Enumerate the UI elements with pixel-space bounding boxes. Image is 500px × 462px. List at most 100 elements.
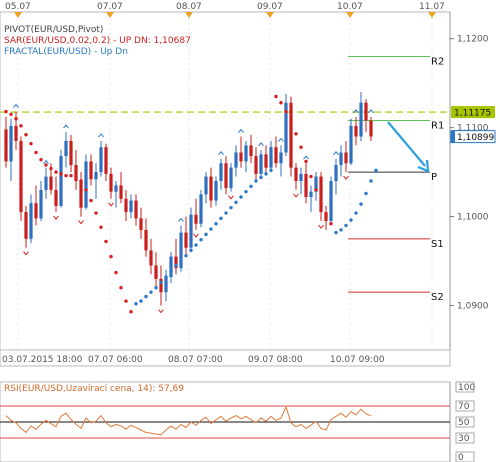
candle-body (194, 214, 198, 224)
rsi-line (5, 405, 372, 436)
candle-body (354, 125, 358, 137)
candle-body (89, 161, 93, 180)
fractal-down-icon (193, 233, 199, 238)
day-marker-icon (106, 12, 114, 18)
sar-dot-red (99, 225, 103, 229)
sar-dot-red (29, 141, 33, 146)
sar-indicator (4, 94, 378, 314)
sar-dot-blue (159, 280, 163, 285)
candle-body (239, 152, 243, 162)
forecast-arrow-shaft (387, 121, 426, 167)
legend-entry: FRACTAL(EUR/USD) - Up Dn (4, 47, 128, 57)
candle-body (129, 200, 133, 213)
sar-dot-red (79, 179, 83, 183)
candle-body (99, 147, 103, 173)
candle (329, 176, 333, 226)
sar-dot-red (19, 124, 23, 128)
rsi-level-tag-0 (455, 451, 475, 462)
sar-dot-blue (149, 290, 153, 294)
sar-dot-red (309, 174, 313, 179)
fractal-up-icon (98, 133, 104, 138)
candle-body (204, 176, 208, 195)
sar-dot-blue (174, 263, 178, 268)
fractal-up-icon (333, 150, 339, 156)
candle (84, 154, 88, 210)
sar-dot-blue (344, 223, 348, 228)
fractal-up-icon (218, 150, 224, 156)
candle-body (179, 232, 183, 269)
candle (74, 149, 78, 190)
candle-body (124, 198, 128, 213)
sar-dot-red (24, 133, 28, 137)
candle (159, 265, 163, 306)
candle-body (274, 147, 278, 164)
candle (44, 167, 48, 199)
candle (269, 140, 273, 173)
top-date-label: 09.07 (257, 2, 283, 12)
bottom-date-label: 08.07 07:00 (168, 355, 223, 365)
candle-body (294, 167, 298, 181)
candle-body (4, 129, 8, 162)
sar-dot-red (9, 112, 13, 116)
candle (174, 238, 178, 275)
fractal-up-icon (238, 128, 244, 133)
sar-dot-blue (214, 221, 218, 226)
sar-dot-blue (259, 175, 263, 180)
candle-body (314, 176, 318, 192)
candle (54, 176, 58, 213)
day-marker-icon (428, 12, 436, 18)
fractal-up-icon (43, 159, 49, 164)
candle-body (169, 256, 173, 278)
sar-dot-blue (269, 168, 273, 173)
candle-body (344, 152, 348, 164)
candle-body (199, 194, 203, 224)
candle-body (149, 250, 153, 266)
sar-dot-red (34, 150, 38, 155)
sar-dot-red (39, 157, 43, 162)
date-axis-strip (0, 349, 451, 367)
sar-dot-red (49, 166, 53, 171)
candle (179, 225, 183, 272)
candle-body (219, 163, 223, 181)
candle (164, 269, 168, 302)
candle-body (304, 173, 308, 198)
sar-dot-blue (224, 211, 228, 215)
candle-body (74, 164, 78, 181)
candle-body (359, 102, 363, 137)
sar-dot-blue (374, 168, 378, 173)
candle-body (214, 181, 218, 201)
pivot-label-s1: S1 (431, 239, 444, 250)
fractal-markers (13, 103, 374, 314)
candle-body (79, 181, 83, 208)
candle (29, 194, 33, 244)
fractal-down-icon (53, 215, 59, 220)
legend-entry: PIVOT(EUR/USD,Pivot) (4, 25, 103, 35)
sar-dot-blue (139, 299, 143, 303)
candle (34, 185, 38, 226)
sar-dot-red (94, 211, 98, 215)
pivot-label-s2: S2 (431, 292, 444, 303)
candle (194, 198, 198, 230)
fractal-down-icon (108, 202, 114, 207)
top-date-label: 10.07 (337, 2, 363, 12)
sar-dot-red (74, 175, 78, 180)
candle-body (139, 218, 143, 230)
fractal-down-icon (293, 193, 299, 198)
sar-dot-red (69, 173, 73, 178)
candle (94, 163, 98, 199)
candle (24, 205, 28, 248)
sar-dot-blue (184, 254, 188, 258)
candle (359, 92, 363, 141)
rsi-level-label: 0 (458, 453, 464, 462)
candle-body (339, 152, 343, 165)
candle (214, 176, 218, 206)
sar-dot-red (324, 213, 328, 217)
candle (369, 116, 373, 141)
sar-dot-red (119, 286, 123, 290)
candle-body (59, 156, 63, 206)
sar-dot-blue (144, 294, 148, 299)
candle (134, 194, 138, 226)
fractal-down-icon (318, 224, 324, 229)
